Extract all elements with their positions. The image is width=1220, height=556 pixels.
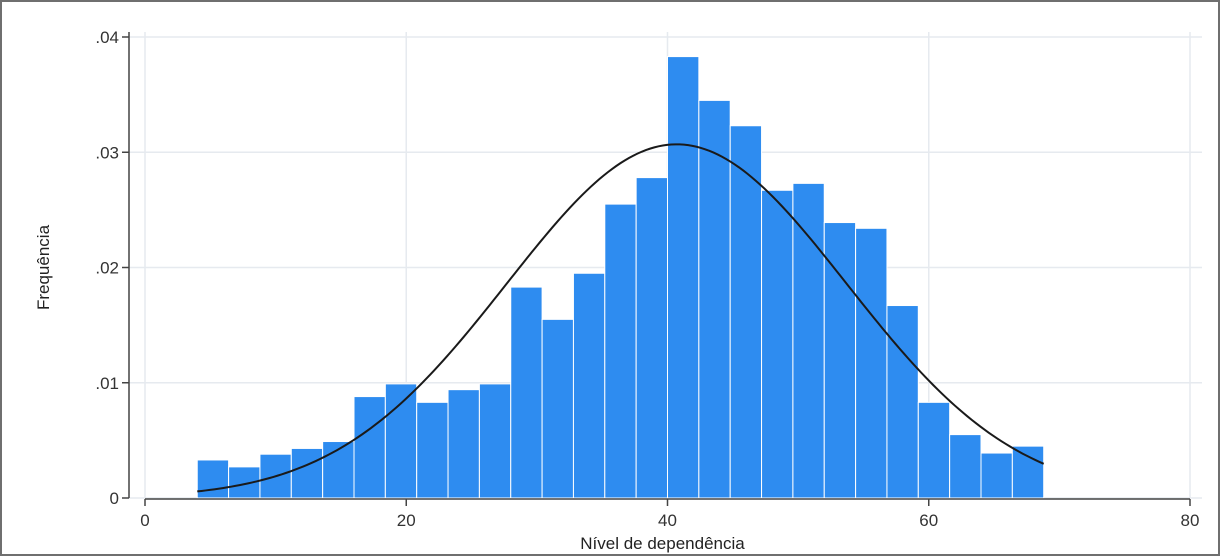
histogram-bar: [855, 227, 888, 499]
histogram-bar: [384, 383, 418, 499]
histogram-bar: [886, 305, 919, 499]
histogram-bar: [478, 383, 512, 499]
y-tick-label: .03: [95, 143, 119, 162]
histogram-bar: [949, 434, 982, 499]
x-axis-ticks: 0 20 40 60 80: [140, 499, 1199, 530]
histogram-bar: [917, 401, 951, 499]
y-axis-ticks: 0 .01 .02 .03 .04: [95, 28, 129, 508]
histogram-bar: [510, 286, 543, 499]
histogram-bar: [196, 459, 230, 499]
x-tick-label: 60: [919, 511, 938, 530]
histogram-bar: [322, 441, 355, 499]
histogram-bar: [541, 318, 574, 499]
y-tick-label: .01: [95, 374, 119, 393]
histogram-bar: [698, 99, 731, 499]
x-tick-label: 0: [140, 511, 149, 530]
x-tick-label: 40: [658, 511, 677, 530]
y-tick-label: .04: [95, 28, 119, 47]
histogram-bar: [290, 447, 324, 499]
histogram-bar: [604, 203, 637, 499]
x-tick-label: 80: [1181, 511, 1200, 530]
histogram-bar: [447, 389, 480, 499]
histogram-bar: [980, 452, 1013, 499]
histogram-bar: [1011, 445, 1045, 499]
x-axis-title: Nível de dependência: [580, 534, 745, 553]
x-tick-label: 20: [397, 511, 416, 530]
y-axis-title: Frequência: [34, 224, 53, 310]
y-tick-label: 0: [110, 489, 119, 508]
histogram-bars: [196, 56, 1045, 499]
histogram-bar: [416, 401, 449, 499]
histogram-bar: [729, 125, 763, 499]
histogram-bar: [823, 222, 857, 499]
histogram-bar: [792, 182, 825, 499]
histogram-bar: [635, 177, 669, 499]
histogram-bar: [572, 272, 606, 499]
histogram-bar: [667, 56, 700, 499]
normal-density-curve: [197, 143, 1045, 493]
histogram-bar: [761, 189, 794, 499]
histogram-bar: [353, 396, 386, 499]
y-tick-label: .02: [95, 259, 119, 278]
